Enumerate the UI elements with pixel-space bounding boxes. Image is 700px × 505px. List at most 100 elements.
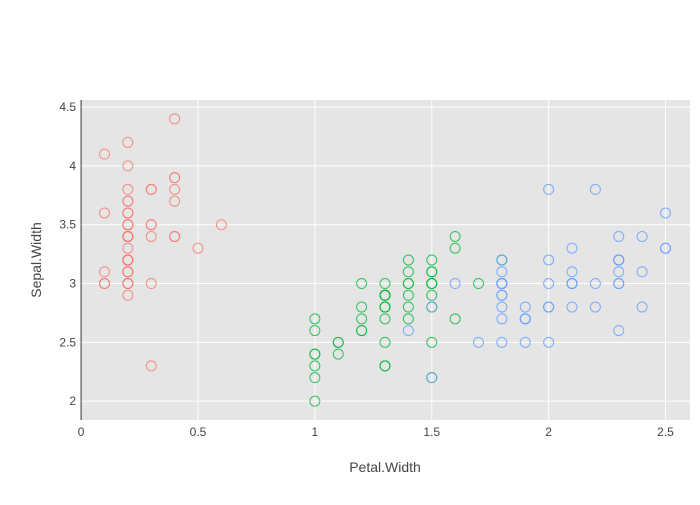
grid-lines <box>80 100 690 420</box>
data-point <box>426 289 438 301</box>
data-point <box>169 195 181 207</box>
data-point <box>402 301 414 313</box>
data-point <box>309 372 321 384</box>
data-point <box>192 242 204 254</box>
data-point <box>496 301 508 313</box>
data-point <box>543 183 555 195</box>
data-point <box>426 372 438 384</box>
data-point <box>543 301 555 313</box>
y-axis-label: Sepal.Width <box>28 222 44 297</box>
data-point <box>496 254 508 266</box>
data-point <box>613 266 625 278</box>
y-tick-label: 3 <box>69 277 76 291</box>
data-point <box>122 254 134 266</box>
data-point <box>543 278 555 290</box>
data-point <box>449 313 461 325</box>
data-point <box>169 113 181 125</box>
data-point <box>402 254 414 266</box>
data-point <box>426 301 438 313</box>
data-point <box>589 301 601 313</box>
data-point <box>145 219 157 231</box>
data-point <box>519 313 531 325</box>
data-point <box>98 148 110 160</box>
data-points <box>98 113 672 407</box>
data-point <box>98 278 110 290</box>
y-tick-label: 4.5 <box>59 100 76 114</box>
data-point <box>98 207 110 219</box>
data-point <box>379 360 391 372</box>
data-point <box>145 183 157 195</box>
plot-background <box>80 100 690 420</box>
data-point <box>402 278 414 290</box>
data-point <box>496 266 508 278</box>
data-point <box>613 278 625 290</box>
data-point <box>566 266 578 278</box>
data-point <box>543 254 555 266</box>
data-point <box>613 230 625 242</box>
data-point <box>519 301 531 313</box>
data-point <box>473 336 485 348</box>
x-axis-label: Petal.Width <box>349 459 421 475</box>
y-tick-label: 2 <box>69 394 76 408</box>
data-point <box>379 301 391 313</box>
data-point <box>449 230 461 242</box>
x-tick-label: 0 <box>78 425 85 439</box>
data-point <box>379 313 391 325</box>
data-point <box>379 336 391 348</box>
data-point <box>426 266 438 278</box>
data-point <box>356 325 368 337</box>
data-point <box>566 242 578 254</box>
data-point <box>122 160 134 172</box>
data-point <box>215 219 227 231</box>
data-point <box>636 301 648 313</box>
data-point <box>309 395 321 407</box>
x-tick-label: 2 <box>545 425 552 439</box>
data-point <box>169 230 181 242</box>
y-tick-label: 4 <box>69 159 76 173</box>
data-point <box>332 336 344 348</box>
tick-labels: 0 0.5 1 1.5 2 2.5 2 2.5 3 3.5 4 4.5 <box>59 100 674 439</box>
data-point <box>589 278 601 290</box>
data-point <box>122 242 134 254</box>
data-point <box>145 278 157 290</box>
data-point <box>636 230 648 242</box>
data-point <box>496 313 508 325</box>
data-point <box>122 289 134 301</box>
data-point <box>145 230 157 242</box>
data-point <box>660 207 672 219</box>
data-point <box>496 278 508 290</box>
data-point <box>122 207 134 219</box>
data-point <box>169 172 181 184</box>
data-point <box>402 325 414 337</box>
data-point <box>613 254 625 266</box>
data-point <box>426 254 438 266</box>
y-tick-label: 3.5 <box>59 218 76 232</box>
data-point <box>449 242 461 254</box>
data-point <box>379 278 391 290</box>
x-tick-label: 0.5 <box>190 425 207 439</box>
data-point <box>426 278 438 290</box>
data-point <box>402 289 414 301</box>
data-point <box>613 325 625 337</box>
data-point <box>122 278 134 290</box>
data-point <box>473 278 485 290</box>
y-tick-label: 2.5 <box>59 335 76 349</box>
data-point <box>122 195 134 207</box>
data-point <box>636 266 648 278</box>
data-point <box>309 313 321 325</box>
data-point <box>309 348 321 360</box>
data-point <box>122 230 134 242</box>
data-point <box>122 266 134 278</box>
data-point <box>122 183 134 195</box>
data-point <box>519 336 531 348</box>
data-point <box>402 313 414 325</box>
data-point <box>566 278 578 290</box>
data-point <box>449 278 461 290</box>
data-point <box>309 325 321 337</box>
data-point <box>426 336 438 348</box>
data-point <box>98 266 110 278</box>
data-point <box>122 136 134 148</box>
x-tick-label: 2.5 <box>657 425 674 439</box>
